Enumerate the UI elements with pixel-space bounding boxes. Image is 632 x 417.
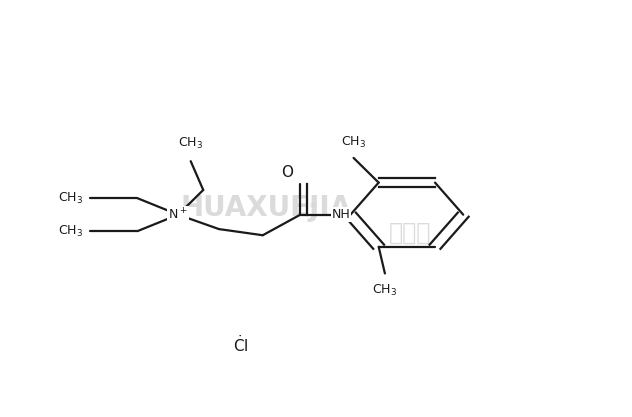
Text: HUAXUEJIA: HUAXUEJIA — [180, 194, 351, 223]
Text: CH$_3$: CH$_3$ — [58, 224, 83, 239]
Text: O: O — [281, 165, 293, 180]
Text: 化学加: 化学加 — [389, 221, 431, 245]
Text: $\mathdefault{\dot{C}}$l: $\mathdefault{\dot{C}}$l — [233, 334, 248, 355]
Text: CH$_3$: CH$_3$ — [178, 136, 204, 151]
Text: CH$_3$: CH$_3$ — [341, 135, 366, 150]
Text: CH$_3$: CH$_3$ — [58, 191, 83, 206]
Text: N$^+$: N$^+$ — [168, 207, 188, 222]
Text: NH: NH — [332, 208, 350, 221]
Text: CH$_3$: CH$_3$ — [372, 283, 398, 298]
Text: ®: ® — [309, 203, 317, 209]
